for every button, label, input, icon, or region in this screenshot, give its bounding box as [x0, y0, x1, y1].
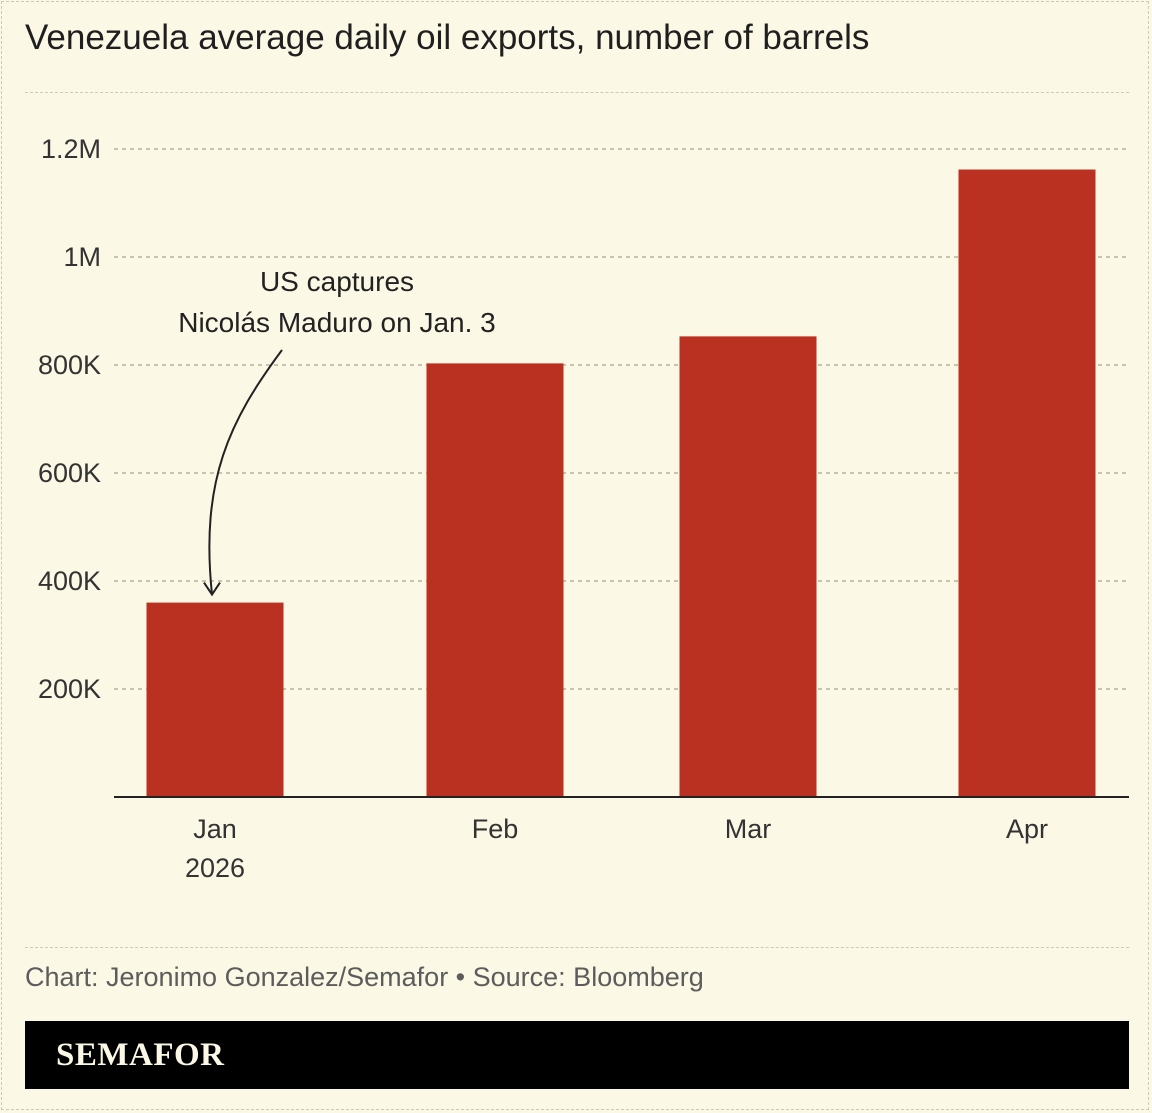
title-divider: [25, 92, 1129, 93]
y-tick-label: 1.2M: [41, 134, 101, 164]
bar-apr: [958, 169, 1096, 797]
x-tick-label: Jan: [193, 814, 237, 844]
y-tick-label: 1M: [63, 242, 101, 272]
y-tick-label: 400K: [38, 566, 101, 596]
semafor-logo: SEMAFOR: [56, 1037, 225, 1073]
x-tick-label: 2026: [185, 853, 245, 883]
annotation-arrowhead: [203, 582, 221, 597]
chart-title: Venezuela average daily oil exports, num…: [25, 18, 870, 57]
x-tick-label: Feb: [472, 814, 519, 844]
bar-jan-2026: [146, 602, 284, 797]
x-tick-label: Apr: [1006, 814, 1048, 844]
brand-bar: SEMAFOR: [25, 1021, 1129, 1089]
bar-feb: [426, 363, 564, 797]
x-tick-label: Mar: [725, 814, 772, 844]
y-tick-label: 600K: [38, 458, 101, 488]
footer-divider: [25, 947, 1129, 948]
bar-mar: [679, 336, 817, 797]
annotation-text: US captures: [260, 266, 414, 297]
bar-chart: 200K 400K 600K 800K 1M 1.2M Jan 2026 Feb Mar Apr US…: [38, 134, 1129, 883]
y-tick-label: 200K: [38, 674, 101, 704]
annotation-arrow: [208, 349, 283, 595]
annotation-text: Nicolás Maduro on Jan. 3: [178, 307, 496, 338]
chart-credit: Chart: Jeronimo Gonzalez/Semafor • Sourc…: [25, 962, 704, 992]
y-tick-label: 800K: [38, 350, 101, 380]
